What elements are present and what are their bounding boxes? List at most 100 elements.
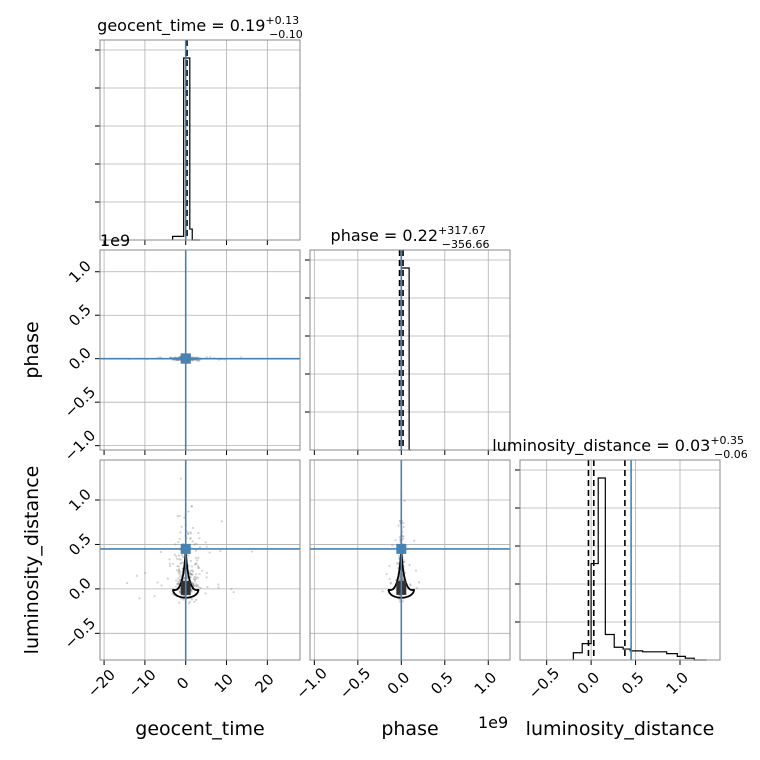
scatter-point <box>220 520 223 523</box>
scatter-point <box>385 573 388 576</box>
scatter-point <box>178 514 181 517</box>
scatter-point <box>192 358 195 362</box>
ytick-label-phase: 1.0 <box>65 257 95 287</box>
scatter-point <box>199 586 202 589</box>
scatter-point <box>180 562 183 565</box>
truth-marker <box>180 353 191 364</box>
panel-frame <box>99 249 301 451</box>
scatter-point <box>172 562 175 565</box>
scatter-point <box>196 583 199 587</box>
scatter-point <box>197 359 200 362</box>
ytick-label-luminosity_distance: 1.0 <box>65 485 95 515</box>
scatter-point <box>173 553 176 556</box>
scatter-point <box>398 519 401 522</box>
scatter-point <box>208 551 211 554</box>
scatter-point <box>197 531 200 535</box>
scatter-point <box>401 579 404 582</box>
scatter-point <box>401 600 405 603</box>
scatter-point <box>192 577 195 580</box>
xlabel-geocent-time: geocent_time <box>135 718 264 740</box>
scatter-point <box>191 540 194 543</box>
scatter-point <box>187 602 191 605</box>
scatter-point <box>178 591 181 594</box>
scatter-point <box>192 585 196 588</box>
scatter-point <box>175 555 178 558</box>
scatter-point <box>177 554 181 557</box>
scatter-point <box>388 577 391 581</box>
scatter-point <box>174 359 177 362</box>
panel-geocent_time-vs-geocent_time <box>95 39 301 245</box>
scatter-point <box>188 594 191 597</box>
xtick-label-phase: −0.5 <box>336 664 374 702</box>
title-luminosity-distance: luminosity_distance = 0.03+0.35 −0.06 <box>492 434 748 461</box>
panel-frame <box>99 39 301 241</box>
scatter-point <box>191 570 195 573</box>
scatter-point <box>192 584 195 587</box>
scatter-point <box>180 574 183 577</box>
scatter-point <box>179 578 182 581</box>
scatter-point <box>198 359 201 362</box>
scatter-point <box>194 585 198 588</box>
scatter-point <box>166 577 169 580</box>
scatter-point <box>196 559 199 562</box>
panel-frame <box>309 249 511 451</box>
scatter-point <box>398 578 401 581</box>
scatter-point <box>402 522 405 525</box>
scatter-point <box>403 499 406 502</box>
panel-frame <box>519 459 721 661</box>
scatter-point <box>160 584 163 587</box>
scatter-point <box>156 581 159 584</box>
ytick-label-luminosity_distance: 0.0 <box>65 574 95 604</box>
scatter-point <box>178 575 182 578</box>
scatter-point <box>189 573 192 576</box>
scatter-point <box>217 583 220 586</box>
scatter-point <box>205 545 208 548</box>
scatter-point <box>177 568 181 571</box>
scatter-point <box>196 359 199 362</box>
offset-label-phase-y: 1e9 <box>100 231 130 250</box>
scatter-point <box>171 592 174 596</box>
scatter-point <box>188 600 192 603</box>
scatter-point <box>177 580 180 583</box>
scatter-point <box>178 569 181 572</box>
scatter-point <box>217 586 220 589</box>
panel-phase-vs-phase <box>305 249 511 455</box>
truth-marker <box>396 543 407 554</box>
scatter-point <box>196 564 200 568</box>
scatter-point <box>201 569 204 573</box>
scatter-point <box>195 598 198 602</box>
scatter-point <box>388 564 391 567</box>
ytick-label-luminosity_distance: −0.5 <box>61 614 99 652</box>
panels-layer: −1.0−0.50.00.51.0−0.50.00.51.0−20 −10 0 10 2… <box>61 39 721 703</box>
scatter-point <box>182 579 185 582</box>
scatter-point <box>178 573 181 576</box>
xtick-label-geocent_time: 20 <box>252 670 278 696</box>
scatter-point <box>206 585 209 589</box>
scatter-point <box>178 569 181 572</box>
scatter-point <box>186 532 190 535</box>
scatter-point <box>186 554 190 557</box>
scatter-point <box>189 573 192 576</box>
scatter-point <box>180 477 183 480</box>
scatter-point <box>402 535 405 538</box>
scatter-point <box>182 598 185 601</box>
scatter-point <box>179 578 182 581</box>
scatter-point <box>397 554 401 558</box>
scatter-point <box>193 575 196 579</box>
scatter-point <box>190 589 193 592</box>
scatter-point <box>177 565 181 568</box>
scatter-point <box>178 579 181 582</box>
scatter-point <box>391 544 394 547</box>
scatter-point <box>194 583 198 586</box>
scatter-point <box>190 505 193 508</box>
scatter-point <box>190 589 193 592</box>
scatter-point <box>193 578 196 581</box>
scatter-point <box>183 576 186 580</box>
ytick-label-phase: 0.0 <box>65 344 95 374</box>
scatter-point <box>191 569 194 572</box>
scatter-point <box>178 356 181 359</box>
scatter-point <box>194 562 197 565</box>
scatter-point <box>181 555 185 558</box>
scatter-point <box>194 577 197 581</box>
xlabel-luminosity-distance: luminosity_distance <box>526 718 715 740</box>
